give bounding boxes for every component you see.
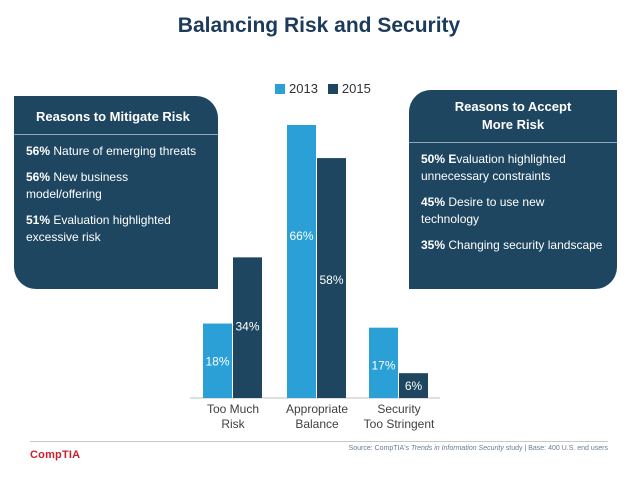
- bar-2013-1: [287, 125, 316, 398]
- source-note: Source: CompTIA's Trends in Information …: [349, 445, 608, 452]
- category-label-0: Too Much: [207, 402, 259, 416]
- bar-2015-2: [399, 373, 428, 398]
- reason-percent: 51%: [26, 213, 51, 227]
- reason-text: New business model/offering: [26, 170, 129, 201]
- reason-percent: 50% E: [421, 152, 457, 166]
- source-suffix: study | Base: 400 U.S. end users: [503, 445, 608, 452]
- legend-item-2013: 2013: [275, 81, 318, 96]
- bar-2013-2: [369, 327, 398, 398]
- footer-divider: [30, 441, 608, 442]
- reason-item: 35% Changing security landscape: [421, 237, 605, 254]
- legend-swatch-2015: [327, 83, 338, 94]
- category-label-1: Balance: [295, 417, 339, 431]
- category-label-2: Security: [377, 402, 420, 416]
- source-title: Trends in Information Security: [410, 445, 504, 452]
- chart-legend: 2013 2015: [275, 81, 381, 96]
- comptia-logo: CompTIA: [30, 449, 81, 461]
- divider: [14, 134, 218, 135]
- reason-item: 50% Evaluation highlighted unnecessary c…: [421, 151, 605, 185]
- mitigate-risk-title: Reasons to Mitigate Risk: [36, 109, 190, 124]
- data-label-2015-0: 34%: [235, 319, 259, 333]
- reason-text: Nature of emerging threats: [53, 144, 197, 158]
- reason-percent: 45%: [421, 195, 446, 209]
- data-label-2013-2: 17%: [371, 359, 395, 373]
- reason-text: Evaluation highlighted excessive risk: [26, 213, 171, 244]
- data-label-2013-0: 18%: [205, 355, 229, 369]
- legend-item-2015: 2015: [327, 81, 371, 96]
- legend-label-2015: 2015: [341, 81, 371, 96]
- reason-item: 56% New business model/offering: [26, 169, 206, 203]
- source-prefix: Source: CompTIA's: [348, 445, 411, 452]
- reason-text: Changing security landscape: [448, 238, 603, 252]
- mitigate-risk-box: Reasons to Mitigate Risk 56% Nature of e…: [14, 96, 218, 289]
- bar-2015-0: [233, 257, 262, 398]
- reason-percent: 56%: [26, 170, 51, 184]
- accept-risk-box: Reasons to Accept More Risk 50% Evaluati…: [409, 90, 617, 289]
- reason-item: 56% Nature of emerging threats: [26, 143, 206, 160]
- reason-item: 51% Evaluation highlighted excessive ris…: [26, 212, 206, 246]
- page-title: Balancing Risk and Security: [177, 14, 461, 37]
- legend-swatch-2013: [275, 83, 285, 94]
- divider: [409, 142, 617, 143]
- category-label-2: Too Stringent: [364, 417, 435, 431]
- legend-label-2013: 2013: [289, 81, 318, 96]
- accept-risk-title: Reasons to Accept More Risk: [454, 99, 572, 132]
- reason-item: 45% Desire to use new technology: [421, 194, 605, 228]
- category-label-0: Risk: [221, 417, 245, 431]
- reason-percent: 56%: [26, 144, 51, 158]
- data-label-2015-2: 6%: [405, 379, 423, 393]
- data-label-2015-1: 58%: [319, 273, 343, 287]
- bar-2015-1: [317, 158, 346, 398]
- reason-percent: 35%: [421, 238, 446, 252]
- reason-text: valuation highlighted unnecessary constr…: [421, 152, 566, 183]
- bar-2013-0: [203, 323, 232, 398]
- category-label-1: Appropriate: [286, 402, 348, 416]
- data-label-2013-1: 66%: [289, 229, 313, 243]
- reason-text: Desire to use new technology: [421, 195, 545, 226]
